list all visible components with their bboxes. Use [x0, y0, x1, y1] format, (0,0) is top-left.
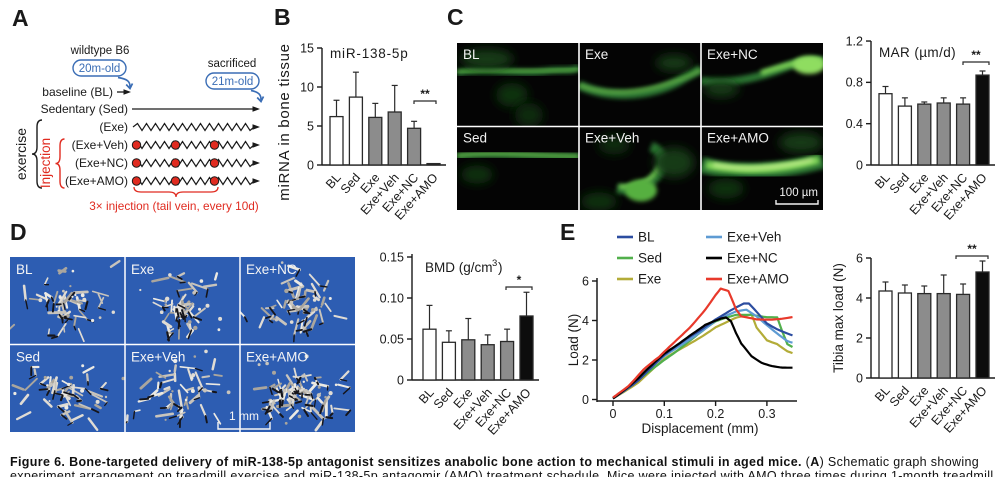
svg-text:4: 4: [856, 291, 863, 305]
svg-text:*: *: [517, 273, 522, 287]
svg-text:Sed: Sed: [16, 350, 40, 365]
svg-text:6: 6: [582, 274, 589, 288]
svg-text:4: 4: [582, 314, 589, 328]
svg-text:0: 0: [856, 158, 863, 172]
svg-text:15: 15: [300, 41, 314, 55]
svg-text:10: 10: [300, 80, 314, 94]
svg-text:**: **: [967, 242, 977, 256]
svg-text:Exe: Exe: [585, 47, 608, 62]
svg-text:0: 0: [397, 373, 404, 387]
svg-text:0.8: 0.8: [846, 76, 863, 90]
svg-text:3× injection (tail vein, every: 3× injection (tail vein, every 10d): [89, 199, 259, 213]
svg-text:baseline (BL): baseline (BL): [42, 85, 113, 99]
svg-text:E: E: [560, 219, 575, 245]
svg-text:BL: BL: [638, 230, 655, 245]
svg-text:0: 0: [582, 393, 589, 407]
svg-text:BMD (g/cm: BMD (g/cm: [425, 260, 493, 275]
svg-text:exercise: exercise: [13, 128, 29, 180]
svg-text:Exe+Veh: Exe+Veh: [585, 131, 639, 146]
svg-text:(Exe+Veh): (Exe+Veh): [72, 138, 128, 152]
svg-text:BL: BL: [16, 262, 33, 277]
svg-text:Exe+AMO: Exe+AMO: [246, 350, 308, 365]
svg-text:(Exe+NC): (Exe+NC): [75, 156, 128, 170]
svg-text:BL: BL: [463, 47, 480, 62]
svg-text:0.2: 0.2: [707, 407, 724, 421]
svg-text:Exe+NC: Exe+NC: [727, 251, 778, 266]
svg-text:0.10: 0.10: [380, 291, 404, 305]
svg-text:1.2: 1.2: [846, 34, 863, 48]
svg-text:): ): [498, 260, 503, 275]
svg-text:Sedentary (Sed): Sedentary (Sed): [41, 102, 128, 116]
svg-text:0: 0: [610, 407, 617, 421]
svg-text:wildtype B6: wildtype B6: [70, 45, 130, 57]
svg-text:D: D: [10, 219, 27, 245]
svg-text:2: 2: [856, 331, 863, 345]
svg-text:0: 0: [856, 371, 863, 385]
svg-text:(Exe): (Exe): [99, 120, 128, 134]
svg-text:Displacement (mm): Displacement (mm): [641, 421, 758, 436]
svg-text:20m-old: 20m-old: [79, 63, 121, 75]
svg-text:Tibia max load (N): Tibia max load (N): [831, 263, 846, 373]
svg-text:Exe+AMO: Exe+AMO: [707, 131, 769, 146]
svg-text:3: 3: [492, 258, 497, 269]
svg-text:miRNA in bone tissue: miRNA in bone tissue: [276, 43, 293, 200]
svg-text:2: 2: [582, 353, 589, 367]
svg-text:Injection: Injection: [38, 138, 53, 188]
svg-text:1 mm: 1 mm: [229, 409, 259, 423]
svg-text:0.3: 0.3: [758, 407, 775, 421]
svg-text:**: **: [971, 48, 981, 62]
svg-text:6: 6: [856, 251, 863, 265]
svg-text:0.4: 0.4: [846, 117, 863, 131]
svg-text:B: B: [274, 4, 291, 30]
svg-text:21m-old: 21m-old: [212, 76, 254, 88]
svg-text:0.15: 0.15: [380, 250, 404, 264]
svg-text:Exe+Veh: Exe+Veh: [131, 350, 185, 365]
svg-text:0.1: 0.1: [656, 407, 673, 421]
svg-text:A: A: [12, 5, 29, 31]
svg-text:MAR (µm/d): MAR (µm/d): [879, 45, 956, 60]
svg-text:Exe+Veh: Exe+Veh: [727, 230, 781, 245]
svg-text:miR-138-5p: miR-138-5p: [330, 46, 409, 61]
svg-text:**: **: [420, 87, 430, 101]
svg-text:0: 0: [307, 158, 314, 172]
svg-text:100 µm: 100 µm: [779, 187, 818, 199]
svg-text:(Exe+AMO): (Exe+AMO): [65, 174, 128, 188]
svg-text:Sed: Sed: [638, 251, 662, 266]
svg-text:Exe+AMO: Exe+AMO: [727, 272, 789, 287]
svg-text:Load (N): Load (N): [566, 314, 581, 367]
svg-text:sacrificed: sacrificed: [208, 58, 257, 70]
svg-text:Exe+NC: Exe+NC: [707, 47, 758, 62]
svg-text:C: C: [447, 4, 464, 30]
svg-text:Exe: Exe: [131, 262, 154, 277]
svg-text:Exe: Exe: [638, 272, 661, 287]
svg-text:Exe+NC: Exe+NC: [246, 262, 297, 277]
svg-text:0.05: 0.05: [380, 332, 404, 346]
svg-text:5: 5: [307, 119, 314, 133]
svg-text:Sed: Sed: [463, 131, 487, 146]
